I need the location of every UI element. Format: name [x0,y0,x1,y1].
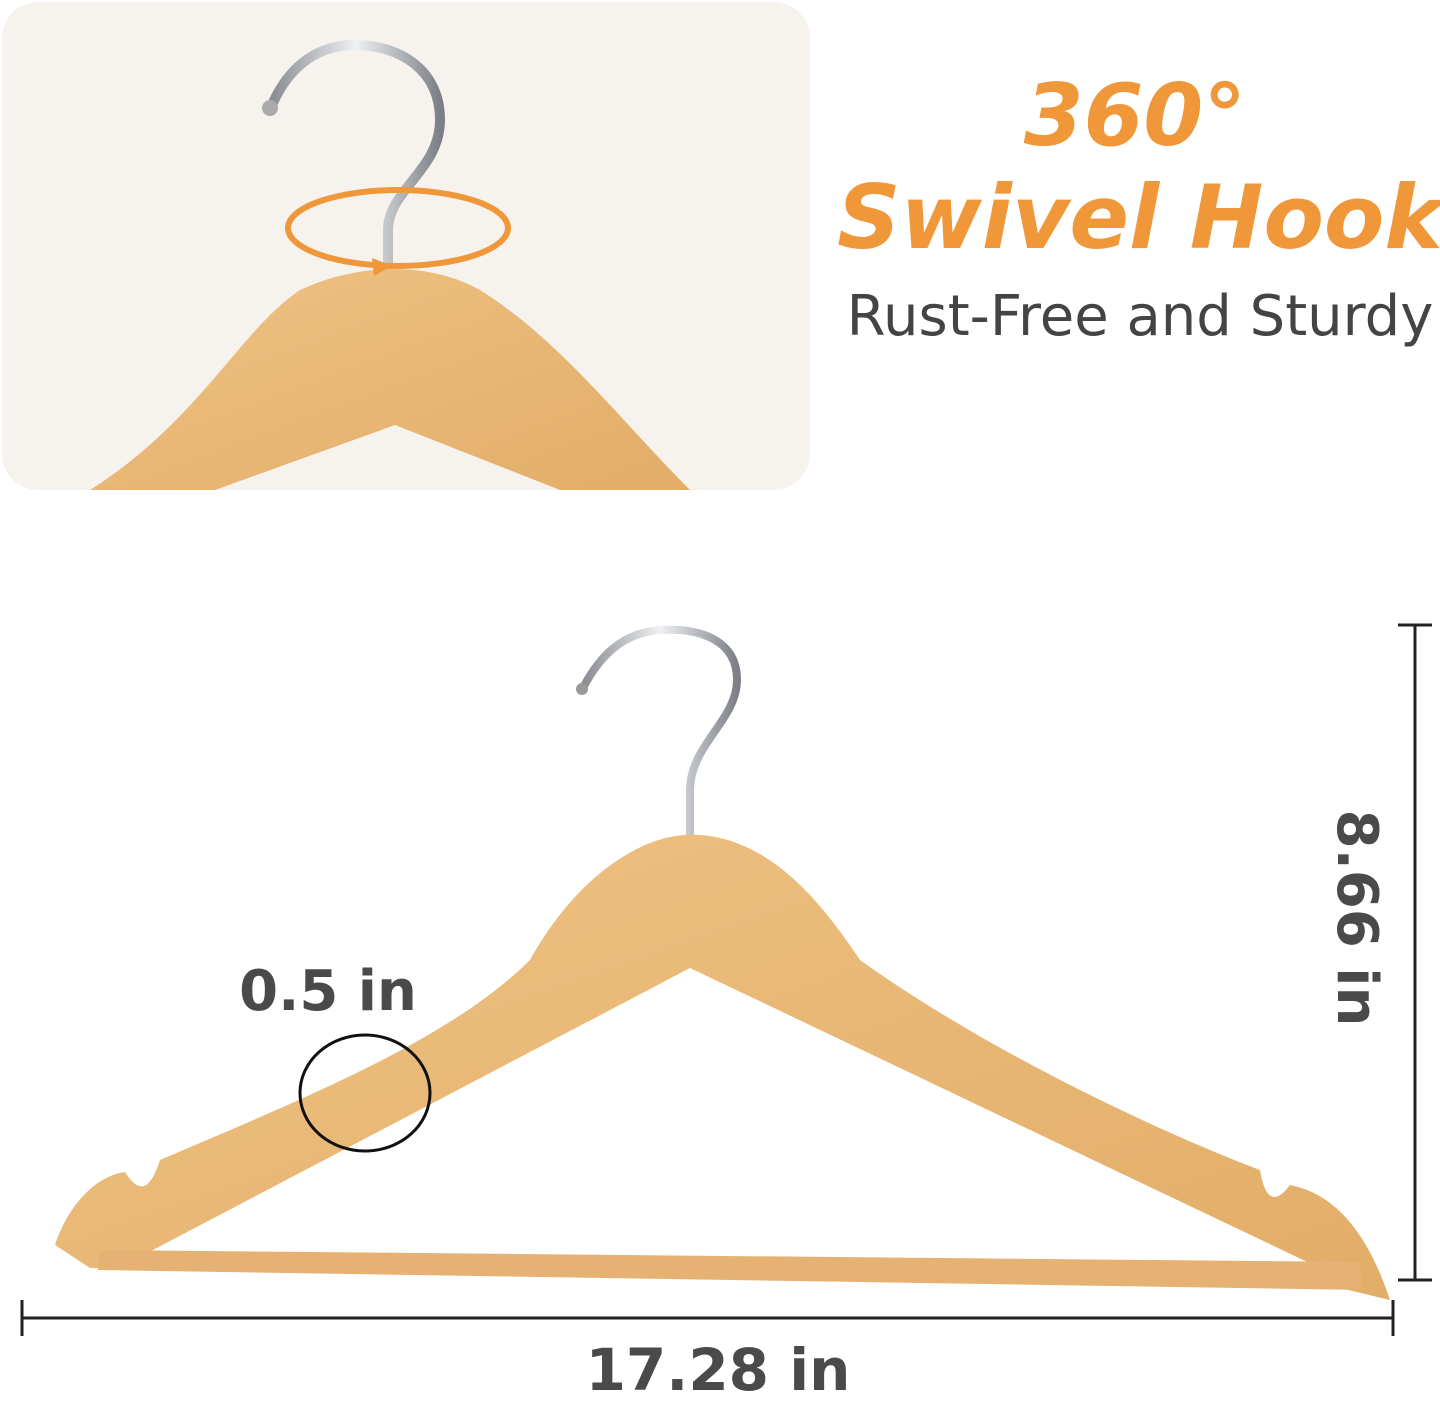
hook-closeup [2,2,810,490]
hanger-bar [98,1250,1362,1290]
hanger-gap [215,425,560,490]
height-label: 8.66 in [1324,810,1389,1027]
header-subtitle: Rust-Free and Sturdy [847,284,1434,349]
header-title: Swivel Hook [837,166,1440,269]
swivel-arrow [372,258,392,276]
thickness-circle [298,1033,432,1153]
hanger [55,625,1390,1300]
header-number: 360° [1024,66,1247,166]
hook-tip [262,100,278,116]
hanger-top [90,269,690,490]
width-label: 17.28 in [586,1336,851,1402]
thickness-label: 0.5 in [239,959,417,1024]
hook [580,625,742,839]
swivel-ring [285,187,511,269]
inset-background [2,2,810,490]
hook-tip [576,683,588,695]
hanger-gap [130,968,1320,1268]
